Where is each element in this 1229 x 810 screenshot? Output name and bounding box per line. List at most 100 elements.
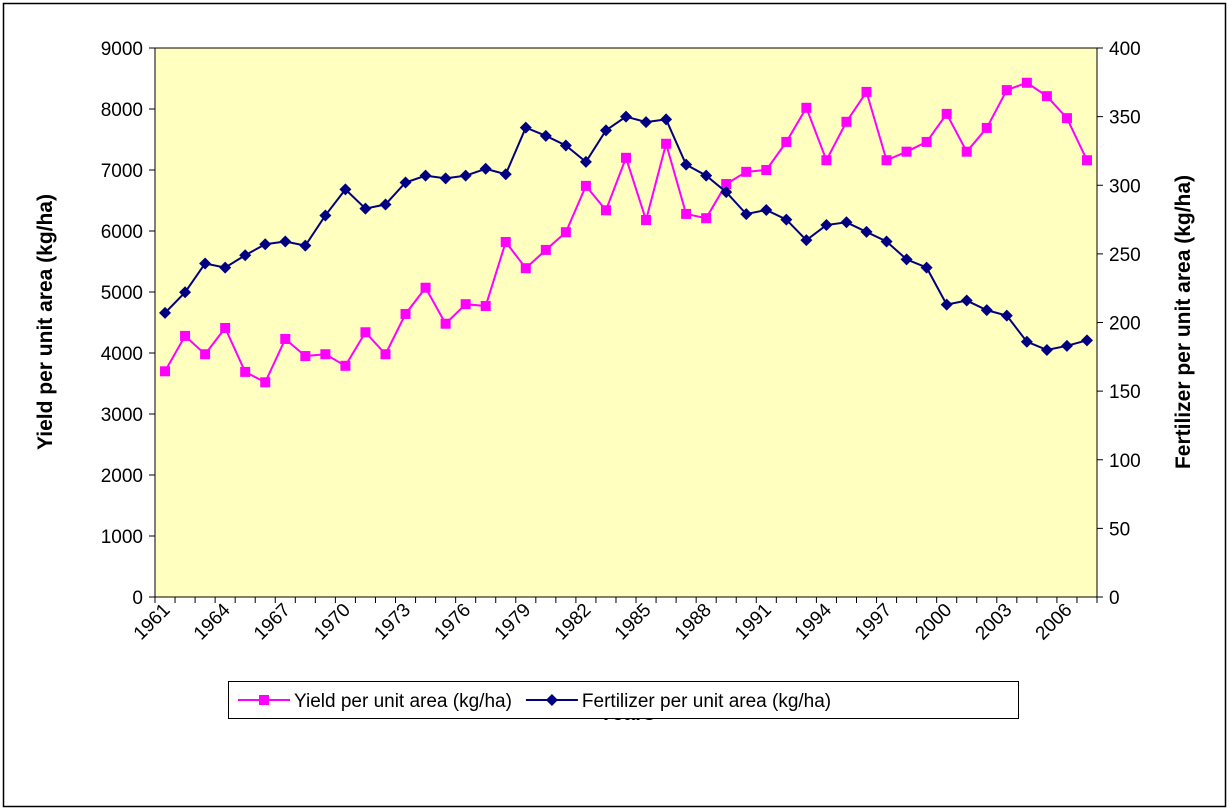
data-point: [800, 234, 813, 247]
y-tick-label: 8000: [101, 100, 143, 121]
data-point: [500, 236, 511, 247]
data-point: [801, 102, 812, 113]
y2-tick-label: 350: [1109, 108, 1141, 129]
data-point: [199, 257, 212, 270]
data-point: [961, 146, 972, 157]
y-tick-label: 6000: [101, 222, 143, 243]
data-point: [641, 215, 652, 226]
data-point: [340, 360, 351, 371]
y-tick-label: 1000: [101, 527, 143, 548]
data-point: [580, 180, 591, 191]
data-point: [901, 146, 912, 157]
data-point: [400, 308, 411, 319]
data-point: [701, 213, 712, 224]
legend-marker: [259, 695, 269, 705]
data-point: [681, 208, 692, 219]
data-point: [1001, 85, 1012, 96]
y2-tick-label: 250: [1109, 245, 1141, 266]
data-point: [621, 152, 631, 163]
plot-background: [154, 47, 1098, 598]
y2-tick-label: 0: [1109, 588, 1120, 609]
data-point: [540, 244, 551, 255]
data-point: [1020, 335, 1033, 348]
legend-marker: [545, 694, 558, 706]
data-point: [740, 208, 753, 221]
data-point: [419, 169, 432, 182]
legend: [228, 681, 1019, 719]
data-point: [200, 349, 211, 360]
legend-label: Fertilizer per unit area (kg/ha): [582, 691, 831, 712]
data-point: [399, 176, 412, 189]
data-point: [1041, 91, 1052, 102]
data-point: [280, 333, 291, 344]
data-point: [319, 209, 332, 222]
data-point: [559, 139, 572, 152]
data-point: [921, 136, 932, 147]
data-point: [940, 298, 953, 311]
legend-label: Yield per unit area (kg/ha): [294, 691, 512, 712]
y-tick-label: 5000: [101, 283, 143, 304]
y-tick-label: 3000: [101, 405, 143, 426]
data-point: [700, 169, 713, 182]
y2-tick-label: 50: [1109, 519, 1130, 540]
data-point: [820, 219, 833, 232]
data-point: [560, 227, 571, 238]
data-point: [1021, 77, 1032, 88]
data-point: [579, 155, 592, 168]
data-point: [439, 172, 452, 185]
y2-axis-title: Fertilizer per unit area (kg/ha): [1172, 175, 1195, 469]
data-point: [680, 158, 693, 171]
data-point: [620, 110, 632, 123]
data-point: [1040, 343, 1053, 356]
data-point: [880, 235, 893, 248]
data-point: [721, 179, 732, 190]
y-tick-label: 9000: [101, 39, 143, 60]
data-point: [661, 138, 672, 149]
data-point: [239, 249, 252, 262]
data-point: [741, 166, 752, 177]
data-point: [479, 162, 492, 175]
data-point: [219, 261, 232, 274]
data-point: [600, 205, 611, 216]
data-point: [220, 322, 231, 333]
data-point: [320, 349, 331, 360]
data-point: [1061, 113, 1072, 124]
data-point: [900, 253, 913, 266]
data-point: [359, 202, 372, 215]
y-tick-label: 0: [132, 588, 143, 609]
data-point: [860, 225, 873, 238]
data-point: [760, 203, 773, 216]
plot-area: [154, 47, 1098, 598]
data-point: [960, 294, 973, 307]
data-point: [279, 235, 292, 248]
data-point: [1060, 339, 1073, 352]
data-point: [599, 124, 612, 137]
data-point: [981, 122, 992, 133]
data-point: [881, 155, 892, 166]
data-point: [920, 261, 933, 274]
data-point: [339, 183, 352, 196]
y2-tick-label: 300: [1109, 176, 1141, 197]
data-point: [1000, 309, 1013, 322]
data-point: [539, 129, 552, 142]
data-point: [720, 186, 733, 199]
y2-tick-label: 150: [1109, 382, 1141, 403]
data-point: [299, 239, 312, 252]
data-point: [660, 113, 673, 126]
data-point: [761, 165, 772, 175]
data-point: [159, 306, 172, 319]
data-point: [260, 377, 271, 388]
data-point: [499, 168, 512, 181]
data-point: [781, 136, 792, 147]
data-point: [240, 366, 251, 377]
data-point: [980, 304, 993, 317]
data-point: [640, 116, 653, 129]
y-tick-label: 4000: [101, 344, 143, 365]
y-tick-label: 7000: [101, 161, 143, 182]
y2-tick-label: 100: [1109, 451, 1141, 472]
data-point: [179, 286, 192, 299]
data-point: [420, 282, 431, 293]
data-point: [841, 116, 852, 127]
data-point: [519, 121, 532, 134]
